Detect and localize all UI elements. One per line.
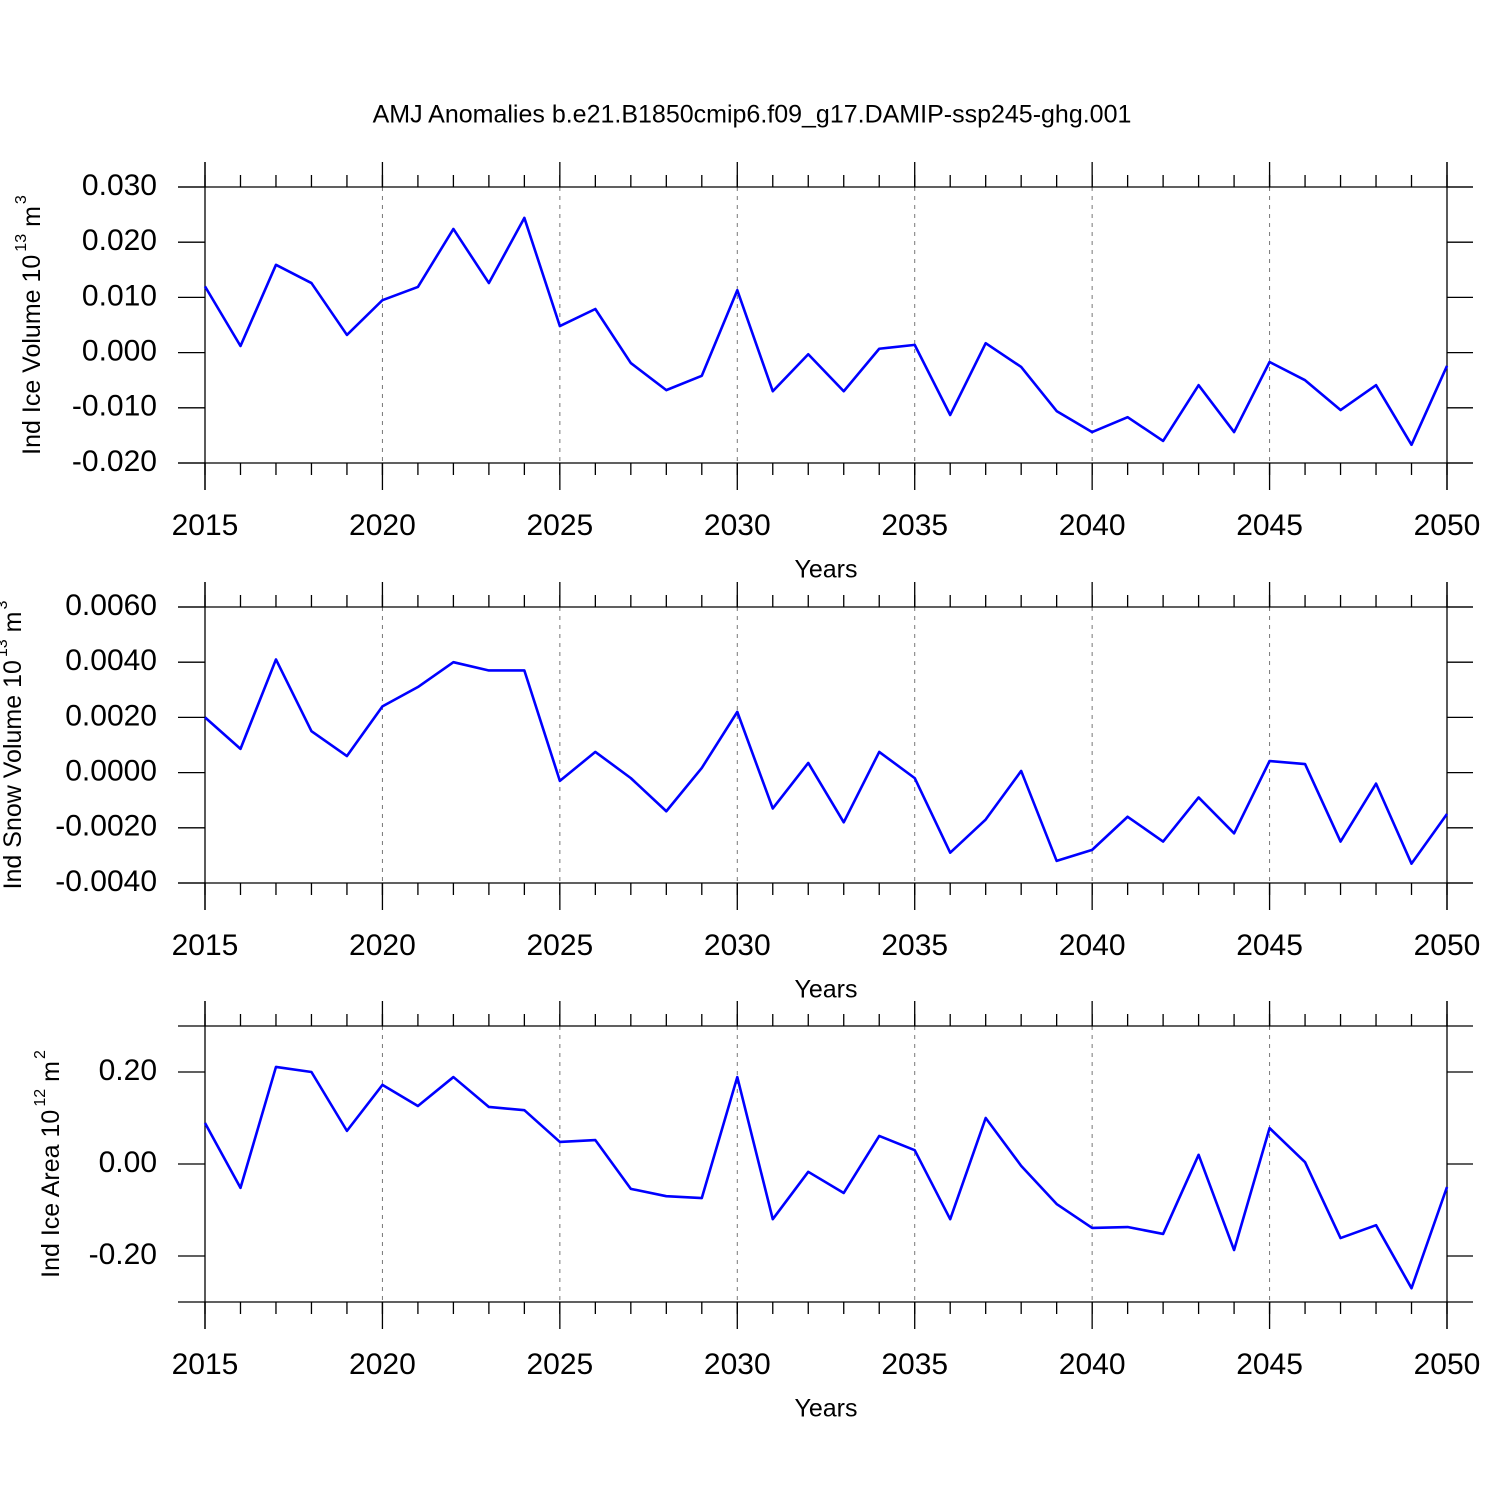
y-label-unit-exponent: 3 <box>13 195 30 204</box>
y-label-text: Ind Snow Volume 10 <box>0 660 27 889</box>
y-label-unit: m <box>18 206 46 227</box>
x-tick-label: 2045 <box>1236 929 1303 962</box>
x-tick-label: 2020 <box>349 929 416 962</box>
y-label-unit: m <box>37 1061 65 1082</box>
y-tick-label: 0.020 <box>82 224 157 257</box>
x-tick-label: 2015 <box>172 1348 239 1381</box>
y-tick-label: -0.0020 <box>55 810 157 843</box>
x-tick-label: 2045 <box>1236 509 1303 542</box>
x-tick-label: 2040 <box>1059 509 1126 542</box>
y-tick-label: -0.020 <box>72 445 157 478</box>
x-tick-label: 2025 <box>526 509 593 542</box>
y-tick-label: 0.0040 <box>65 644 157 677</box>
y-label-exponent: 13 <box>13 234 30 252</box>
x-axis-label: Years <box>794 976 857 1004</box>
y-label-exponent: 13 <box>0 639 11 657</box>
y-tick-label: 0.000 <box>82 335 157 368</box>
y-tick-label: 0.030 <box>82 169 157 202</box>
x-tick-label: 2030 <box>704 509 771 542</box>
y-axis-label: Ind Ice Volume 10 13 m 3 <box>13 195 45 455</box>
data-line <box>204 658 1449 865</box>
y-label-text: Ind Ice Volume 10 <box>18 255 46 455</box>
y-label-exponent: 12 <box>32 1089 49 1107</box>
y-tick-label: -0.20 <box>89 1238 157 1271</box>
y-tick-label: 0.0020 <box>65 699 157 732</box>
y-axis-label: Ind Snow Volume 10 13 m 3 <box>0 600 27 889</box>
data-line <box>203 216 1449 447</box>
y-tick-label: 0.010 <box>82 279 157 312</box>
x-tick-label: 2050 <box>1414 509 1481 542</box>
x-tick-label: 2040 <box>1059 929 1126 962</box>
x-tick-label: 2045 <box>1236 1348 1303 1381</box>
y-label-unit-exponent: 3 <box>0 600 11 609</box>
x-tick-label: 2025 <box>526 929 593 962</box>
x-tick-label: 2050 <box>1414 929 1481 962</box>
x-axis-label: Years <box>794 556 857 584</box>
x-tick-label: 2020 <box>349 509 416 542</box>
y-label-unit-exponent: 2 <box>32 1050 49 1059</box>
x-tick-label: 2015 <box>172 509 239 542</box>
y-axis-label: Ind Ice Area 10 12 m 2 <box>32 1050 64 1278</box>
y-tick-label: -0.0040 <box>55 865 157 898</box>
x-tick-label: 2030 <box>704 1348 771 1381</box>
x-tick-label: 2050 <box>1414 1348 1481 1381</box>
y-label-unit: m <box>0 611 27 632</box>
x-tick-label: 2020 <box>349 1348 416 1381</box>
x-tick-label: 2035 <box>881 929 948 962</box>
y-tick-label: 0.20 <box>99 1054 157 1087</box>
y-tick-label: 0.0060 <box>65 589 157 622</box>
x-tick-label: 2035 <box>881 1348 948 1381</box>
x-axis-label: Years <box>794 1395 857 1423</box>
chart-title: AMJ Anomalies b.e21.B1850cmip6.f09_g17.D… <box>373 101 1132 129</box>
data-line <box>203 1065 1449 1290</box>
y-tick-label: 0.00 <box>99 1146 157 1179</box>
y-tick-label: -0.010 <box>72 390 157 423</box>
y-label-text: Ind Ice Area 10 <box>37 1110 65 1278</box>
y-tick-label: 0.0000 <box>65 755 157 788</box>
x-tick-label: 2015 <box>172 929 239 962</box>
x-tick-label: 2025 <box>526 1348 593 1381</box>
x-tick-label: 2035 <box>881 509 948 542</box>
x-tick-label: 2040 <box>1059 1348 1126 1381</box>
x-tick-label: 2030 <box>704 929 771 962</box>
